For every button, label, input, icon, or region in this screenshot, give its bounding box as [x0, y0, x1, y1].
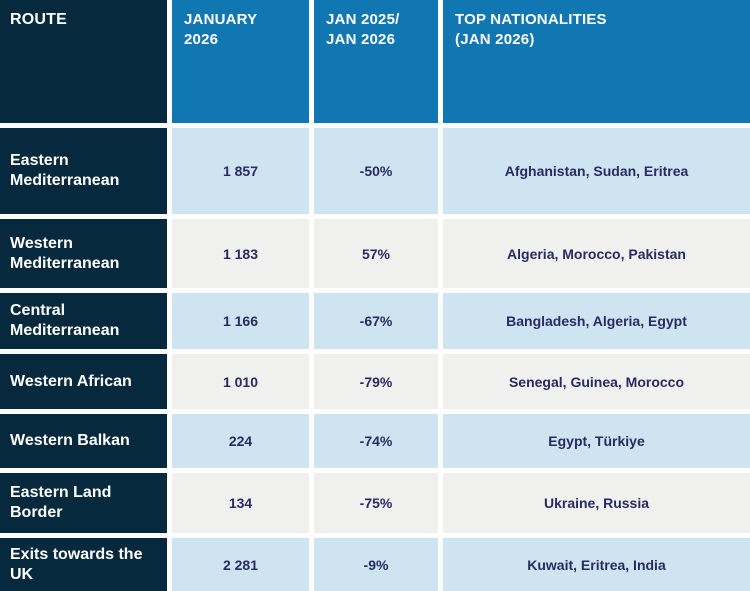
header-route: ROUTE — [0, 0, 167, 123]
value-label: 1 183 — [222, 245, 259, 262]
header-change-line2: JAN 2026 — [326, 30, 396, 48]
value-label: 2 281 — [222, 556, 259, 573]
nationalities-cell: Senegal, Guinea, Morocco — [443, 354, 750, 409]
nationalities-cell: Algeria, Morocco, Pakistan — [443, 219, 750, 288]
value-cell: 1 183 — [172, 219, 309, 288]
change-cell: -9% — [314, 538, 438, 591]
change-label: -9% — [363, 556, 389, 573]
change-cell: -79% — [314, 354, 438, 409]
nationalities-cell: Afghanistan, Sudan, Eritrea — [443, 128, 750, 214]
header-january-2026: JANUARY 2026 — [172, 0, 309, 123]
change-label: 57% — [361, 245, 391, 262]
route-cell: Western Mediterranean — [0, 219, 167, 288]
header-top-nationalities: TOP NATIONALITIES (JAN 2026) — [443, 0, 750, 123]
change-label: -67% — [359, 313, 393, 329]
value-label: 1 166 — [222, 313, 259, 329]
header-january-line1: JANUARY — [184, 11, 258, 28]
nationalities-label: Kuwait, Eritrea, India — [527, 556, 666, 573]
value-label: 1 857 — [222, 163, 259, 179]
route-label: Western African — [10, 372, 132, 390]
header-nationalities-line2: (JAN 2026) — [455, 30, 535, 48]
change-cell: -67% — [314, 293, 438, 349]
change-cell: -74% — [314, 414, 438, 468]
value-cell: 134 — [172, 473, 309, 533]
change-label: -79% — [359, 373, 393, 390]
nationalities-label: Ukraine, Russia — [543, 495, 650, 511]
header-nationalities-line1: TOP NATIONALITIES — [455, 11, 607, 28]
header-route-label: ROUTE — [10, 11, 67, 28]
change-cell: -75% — [314, 473, 438, 533]
change-cell: -50% — [314, 128, 438, 214]
nationalities-cell: Bangladesh, Algeria, Egypt — [443, 293, 750, 349]
nationalities-label: Algeria, Morocco, Pakistan — [507, 245, 686, 262]
nationalities-label: Senegal, Guinea, Morocco — [508, 373, 685, 390]
route-label: Western Balkan — [10, 432, 130, 449]
change-label: -75% — [359, 495, 393, 511]
route-cell: Central Mediterranean — [0, 293, 167, 349]
value-cell: 1 857 — [172, 128, 309, 214]
change-label: -74% — [359, 433, 393, 449]
nationalities-label: Afghanistan, Sudan, Eritrea — [504, 163, 689, 179]
route-label: Eastern Mediterranean — [10, 152, 120, 189]
route-label: Central Mediterranean — [10, 302, 120, 339]
value-label: 224 — [228, 433, 253, 449]
header-change: JAN 2025/ JAN 2026 — [314, 0, 438, 123]
route-label: Exits towards the UK — [10, 545, 143, 583]
value-label: 1 010 — [222, 373, 259, 390]
change-cell: 57% — [314, 219, 438, 288]
nationalities-label: Bangladesh, Algeria, Egypt — [506, 313, 687, 329]
route-label: Western Mediterranean — [10, 234, 120, 272]
route-cell: Exits towards the UK — [0, 538, 167, 591]
header-january-line2: 2026 — [184, 30, 219, 48]
value-cell: 1 010 — [172, 354, 309, 409]
nationalities-cell: Egypt, Türkiye — [443, 414, 750, 468]
value-cell: 2 281 — [172, 538, 309, 591]
nationalities-label: Egypt, Türkiye — [548, 433, 645, 449]
value-cell: 1 166 — [172, 293, 309, 349]
nationalities-cell: Ukraine, Russia — [443, 473, 750, 533]
route-cell: Eastern Land Border — [0, 473, 167, 533]
value-label: 134 — [228, 495, 253, 511]
route-cell: Western African — [0, 354, 167, 409]
nationalities-cell: Kuwait, Eritrea, India — [443, 538, 750, 591]
header-change-line1: JAN 2025/ — [326, 11, 400, 28]
route-cell: Eastern Mediterranean — [0, 128, 167, 214]
route-label: Eastern Land Border — [10, 484, 112, 521]
value-cell: 224 — [172, 414, 309, 468]
change-label: -50% — [359, 163, 393, 179]
route-cell: Western Balkan — [0, 414, 167, 468]
